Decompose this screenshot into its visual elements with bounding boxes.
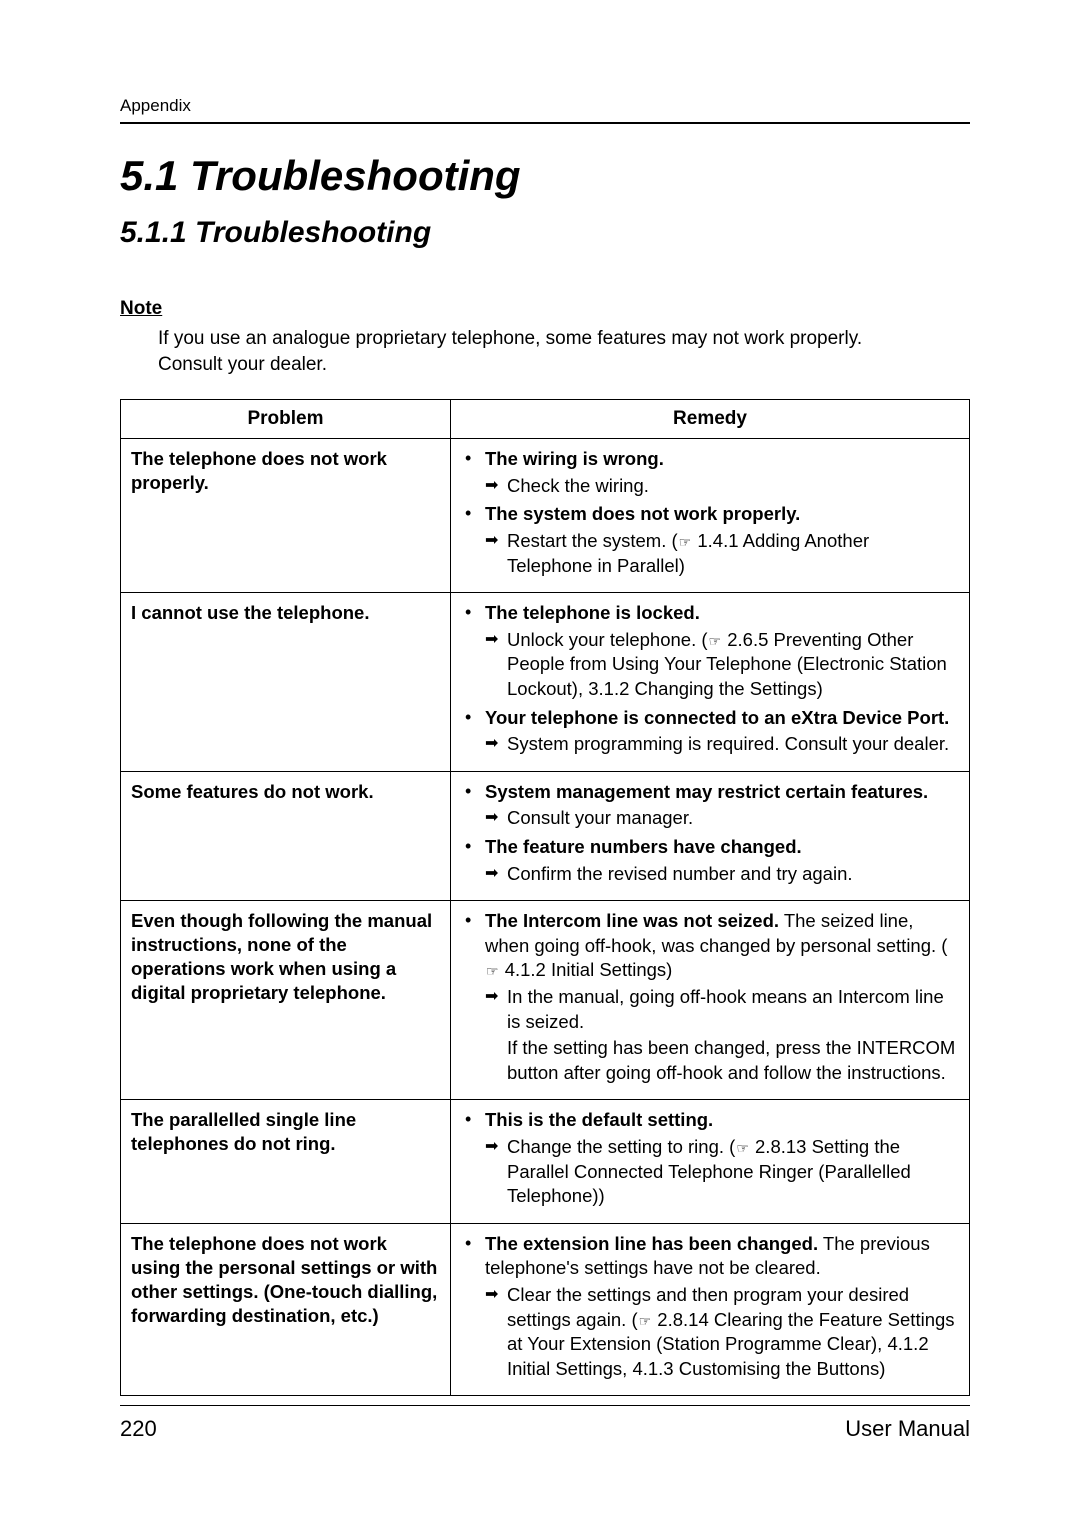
remedy-tail-post: 4.1.2 Initial Settings) <box>500 959 673 980</box>
remedy-action-pre: Change the setting to ring. ( <box>507 1136 735 1157</box>
remedy-action: Restart the system. (☞ 1.4.1 Adding Anot… <box>485 529 959 578</box>
reference-icon: ☞ <box>638 1312 653 1331</box>
remedy-action: Clear the settings and then program your… <box>485 1283 959 1381</box>
remedy-list: This is the default setting. Change the … <box>461 1108 959 1208</box>
header-rule <box>120 122 970 124</box>
reference-icon: ☞ <box>678 533 693 552</box>
page-footer: 220 User Manual <box>120 1405 970 1442</box>
problem-text: Some features do not work. <box>131 780 440 804</box>
remedy-lead: The wiring is wrong. <box>485 448 664 469</box>
remedy-lead: The telephone is locked. <box>485 602 700 623</box>
remedy-lead: The extension line has been changed. <box>485 1233 818 1254</box>
remedy-list: The extension line has been changed. The… <box>461 1232 959 1382</box>
remedy-lead: The Intercom line was not seized. <box>485 910 779 931</box>
remedy-followup: If the setting has been changed, press t… <box>485 1036 959 1085</box>
problem-text: The parallelled single line telephones d… <box>131 1108 440 1156</box>
table-row: The telephone does not work using the pe… <box>121 1223 970 1396</box>
table-row: I cannot use the telephone. The telephon… <box>121 593 970 772</box>
remedy-list: The telephone is locked. Unlock your tel… <box>461 601 959 757</box>
col-header-remedy: Remedy <box>451 400 970 439</box>
remedy-action-pre: Restart the system. ( <box>507 530 678 551</box>
problem-text: The telephone does not work using the pe… <box>131 1232 440 1328</box>
remedy-list: The wiring is wrong. Check the wiring. T… <box>461 447 959 578</box>
problem-text: I cannot use the telephone. <box>131 601 440 625</box>
page-number: 220 <box>120 1416 157 1442</box>
remedy-action: Change the setting to ring. (☞ 2.8.13 Se… <box>485 1135 959 1209</box>
note-body: If you use an analogue proprietary telep… <box>158 326 970 377</box>
remedy-action: System programming is required. Consult … <box>485 732 959 757</box>
note-line: Consult your dealer. <box>158 354 327 375</box>
remedy-lead: The feature numbers have changed. <box>485 836 802 857</box>
remedy-action: Consult your manager. <box>485 806 959 831</box>
remedy-action: Check the wiring. <box>485 474 959 499</box>
table-row: Even though following the manual instruc… <box>121 901 970 1100</box>
table-row: Some features do not work. System manage… <box>121 771 970 900</box>
troubleshooting-table: Problem Remedy The telephone does not wo… <box>120 399 970 1396</box>
reference-icon: ☞ <box>735 1139 750 1158</box>
reference-icon: ☞ <box>485 962 500 981</box>
table-header-row: Problem Remedy <box>121 400 970 439</box>
remedy-action: In the manual, going off-hook means an I… <box>485 985 959 1034</box>
remedy-list: The Intercom line was not seized. The se… <box>461 909 959 1085</box>
remedy-list: System management may restrict certain f… <box>461 780 959 886</box>
manual-label: User Manual <box>845 1416 970 1442</box>
table-row: The parallelled single line telephones d… <box>121 1100 970 1223</box>
footer-rule <box>120 1405 970 1406</box>
col-header-problem: Problem <box>121 400 451 439</box>
note-line: If you use an analogue proprietary telep… <box>158 328 862 349</box>
problem-text: The telephone does not work properly. <box>131 447 440 495</box>
problem-text: Even though following the manual instruc… <box>131 909 440 1005</box>
running-header: Appendix <box>120 96 970 116</box>
subsection-title: 5.1.1 Troubleshooting <box>120 216 970 250</box>
remedy-action: Confirm the revised number and try again… <box>485 862 959 887</box>
remedy-action: Unlock your telephone. (☞ 2.6.5 Preventi… <box>485 628 959 702</box>
remedy-action-pre: Unlock your telephone. ( <box>507 629 708 650</box>
remedy-lead: Your telephone is connected to an eXtra … <box>485 707 949 728</box>
reference-icon: ☞ <box>708 632 723 651</box>
note-label: Note <box>120 298 970 320</box>
remedy-lead: System management may restrict certain f… <box>485 781 928 802</box>
table-row: The telephone does not work properly. Th… <box>121 439 970 593</box>
remedy-lead: The system does not work properly. <box>485 503 800 524</box>
remedy-lead: This is the default setting. <box>485 1109 713 1130</box>
section-title: 5.1 Troubleshooting <box>120 152 970 200</box>
